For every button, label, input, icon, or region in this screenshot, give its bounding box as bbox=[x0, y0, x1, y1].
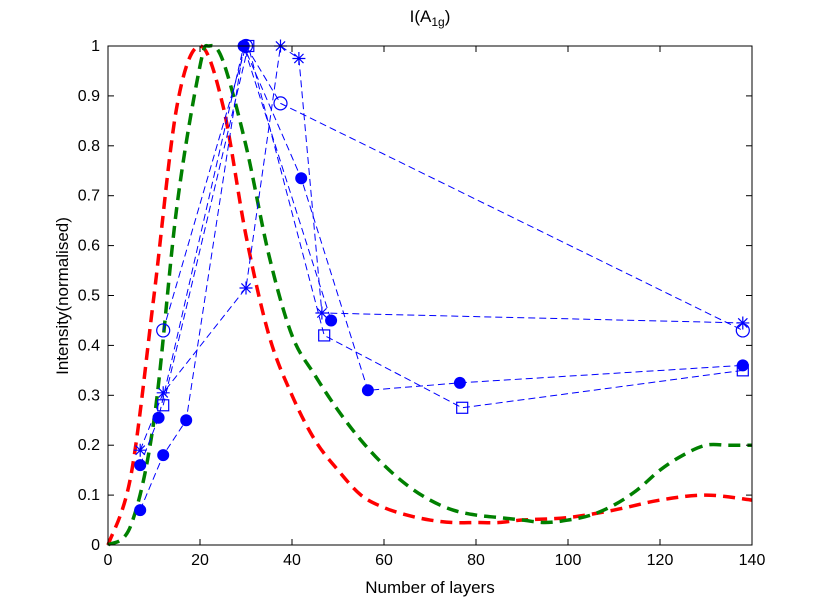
y-axis-label: Intensity(normalised) bbox=[53, 217, 72, 375]
y-tick-label: 0.3 bbox=[78, 387, 100, 404]
data-point-star bbox=[736, 316, 750, 330]
y-tick-label: 0 bbox=[91, 537, 100, 554]
x-tick-label: 60 bbox=[375, 552, 393, 569]
open-circle-series-line bbox=[162, 44, 744, 331]
x-tick-label: 140 bbox=[739, 552, 766, 569]
x-tick-label: 0 bbox=[104, 552, 113, 569]
square-series-line bbox=[162, 45, 743, 409]
y-tick-label: 0.4 bbox=[78, 337, 100, 354]
y-tick-label: 0.1 bbox=[78, 487, 100, 504]
green-model-curve-line bbox=[106, 43, 752, 547]
data-point-open-circle bbox=[156, 323, 171, 338]
x-axis-label: Number of layers bbox=[365, 578, 494, 597]
data-point-filled-circle bbox=[325, 314, 338, 327]
y-tick-label: 1 bbox=[91, 38, 100, 55]
data-point-open-circle bbox=[273, 96, 288, 111]
y-tick-label: 0.6 bbox=[78, 238, 100, 255]
x-tick-label: 80 bbox=[467, 552, 485, 569]
data-point-open-square bbox=[318, 329, 331, 342]
y-tick-label: 0.8 bbox=[78, 138, 100, 155]
data-point-star bbox=[315, 306, 329, 320]
plot-area bbox=[107, 45, 753, 546]
y-tick-label: 0.2 bbox=[78, 437, 100, 454]
star-series bbox=[133, 39, 750, 457]
data-point-star bbox=[156, 386, 170, 400]
green-model-curve bbox=[106, 43, 752, 547]
data-point-filled-circle bbox=[295, 172, 308, 185]
x-tick-label: 20 bbox=[191, 552, 209, 569]
chart-title: I(A1g) bbox=[410, 7, 451, 29]
axes-layer: 0 20 40 60 80 100 120 140 0 0.1 0.2 0.3 0.4 0.5 0.6 0.7… bbox=[78, 38, 766, 569]
title-subscript: 1g bbox=[431, 15, 444, 29]
data-point-open-square bbox=[456, 401, 469, 414]
data-point-star bbox=[133, 443, 147, 457]
x-tick-label: 120 bbox=[647, 552, 674, 569]
data-point-filled-circle bbox=[736, 359, 749, 372]
red-model-curve-line bbox=[106, 44, 753, 546]
data-point-filled-circle bbox=[453, 376, 466, 389]
data-point-filled-circle bbox=[152, 411, 165, 424]
filled-circle-series-a bbox=[134, 40, 749, 472]
x-tick-label: 40 bbox=[283, 552, 301, 569]
data-point-star bbox=[292, 51, 306, 65]
y-tick-label: 0.7 bbox=[78, 188, 100, 205]
data-point-filled-circle bbox=[361, 384, 374, 397]
plot-frame bbox=[107, 45, 753, 546]
red-model-curve bbox=[106, 44, 753, 546]
y-tick-label: 0.9 bbox=[78, 88, 100, 105]
data-point-filled-circle bbox=[157, 449, 170, 462]
data-point-star bbox=[239, 281, 253, 295]
data-point-filled-circle bbox=[134, 459, 147, 472]
x-tick-label: 100 bbox=[555, 552, 582, 569]
data-point-filled-circle bbox=[134, 504, 147, 517]
y-tick-label: 0.5 bbox=[78, 288, 100, 305]
data-point-filled-circle bbox=[180, 414, 193, 427]
